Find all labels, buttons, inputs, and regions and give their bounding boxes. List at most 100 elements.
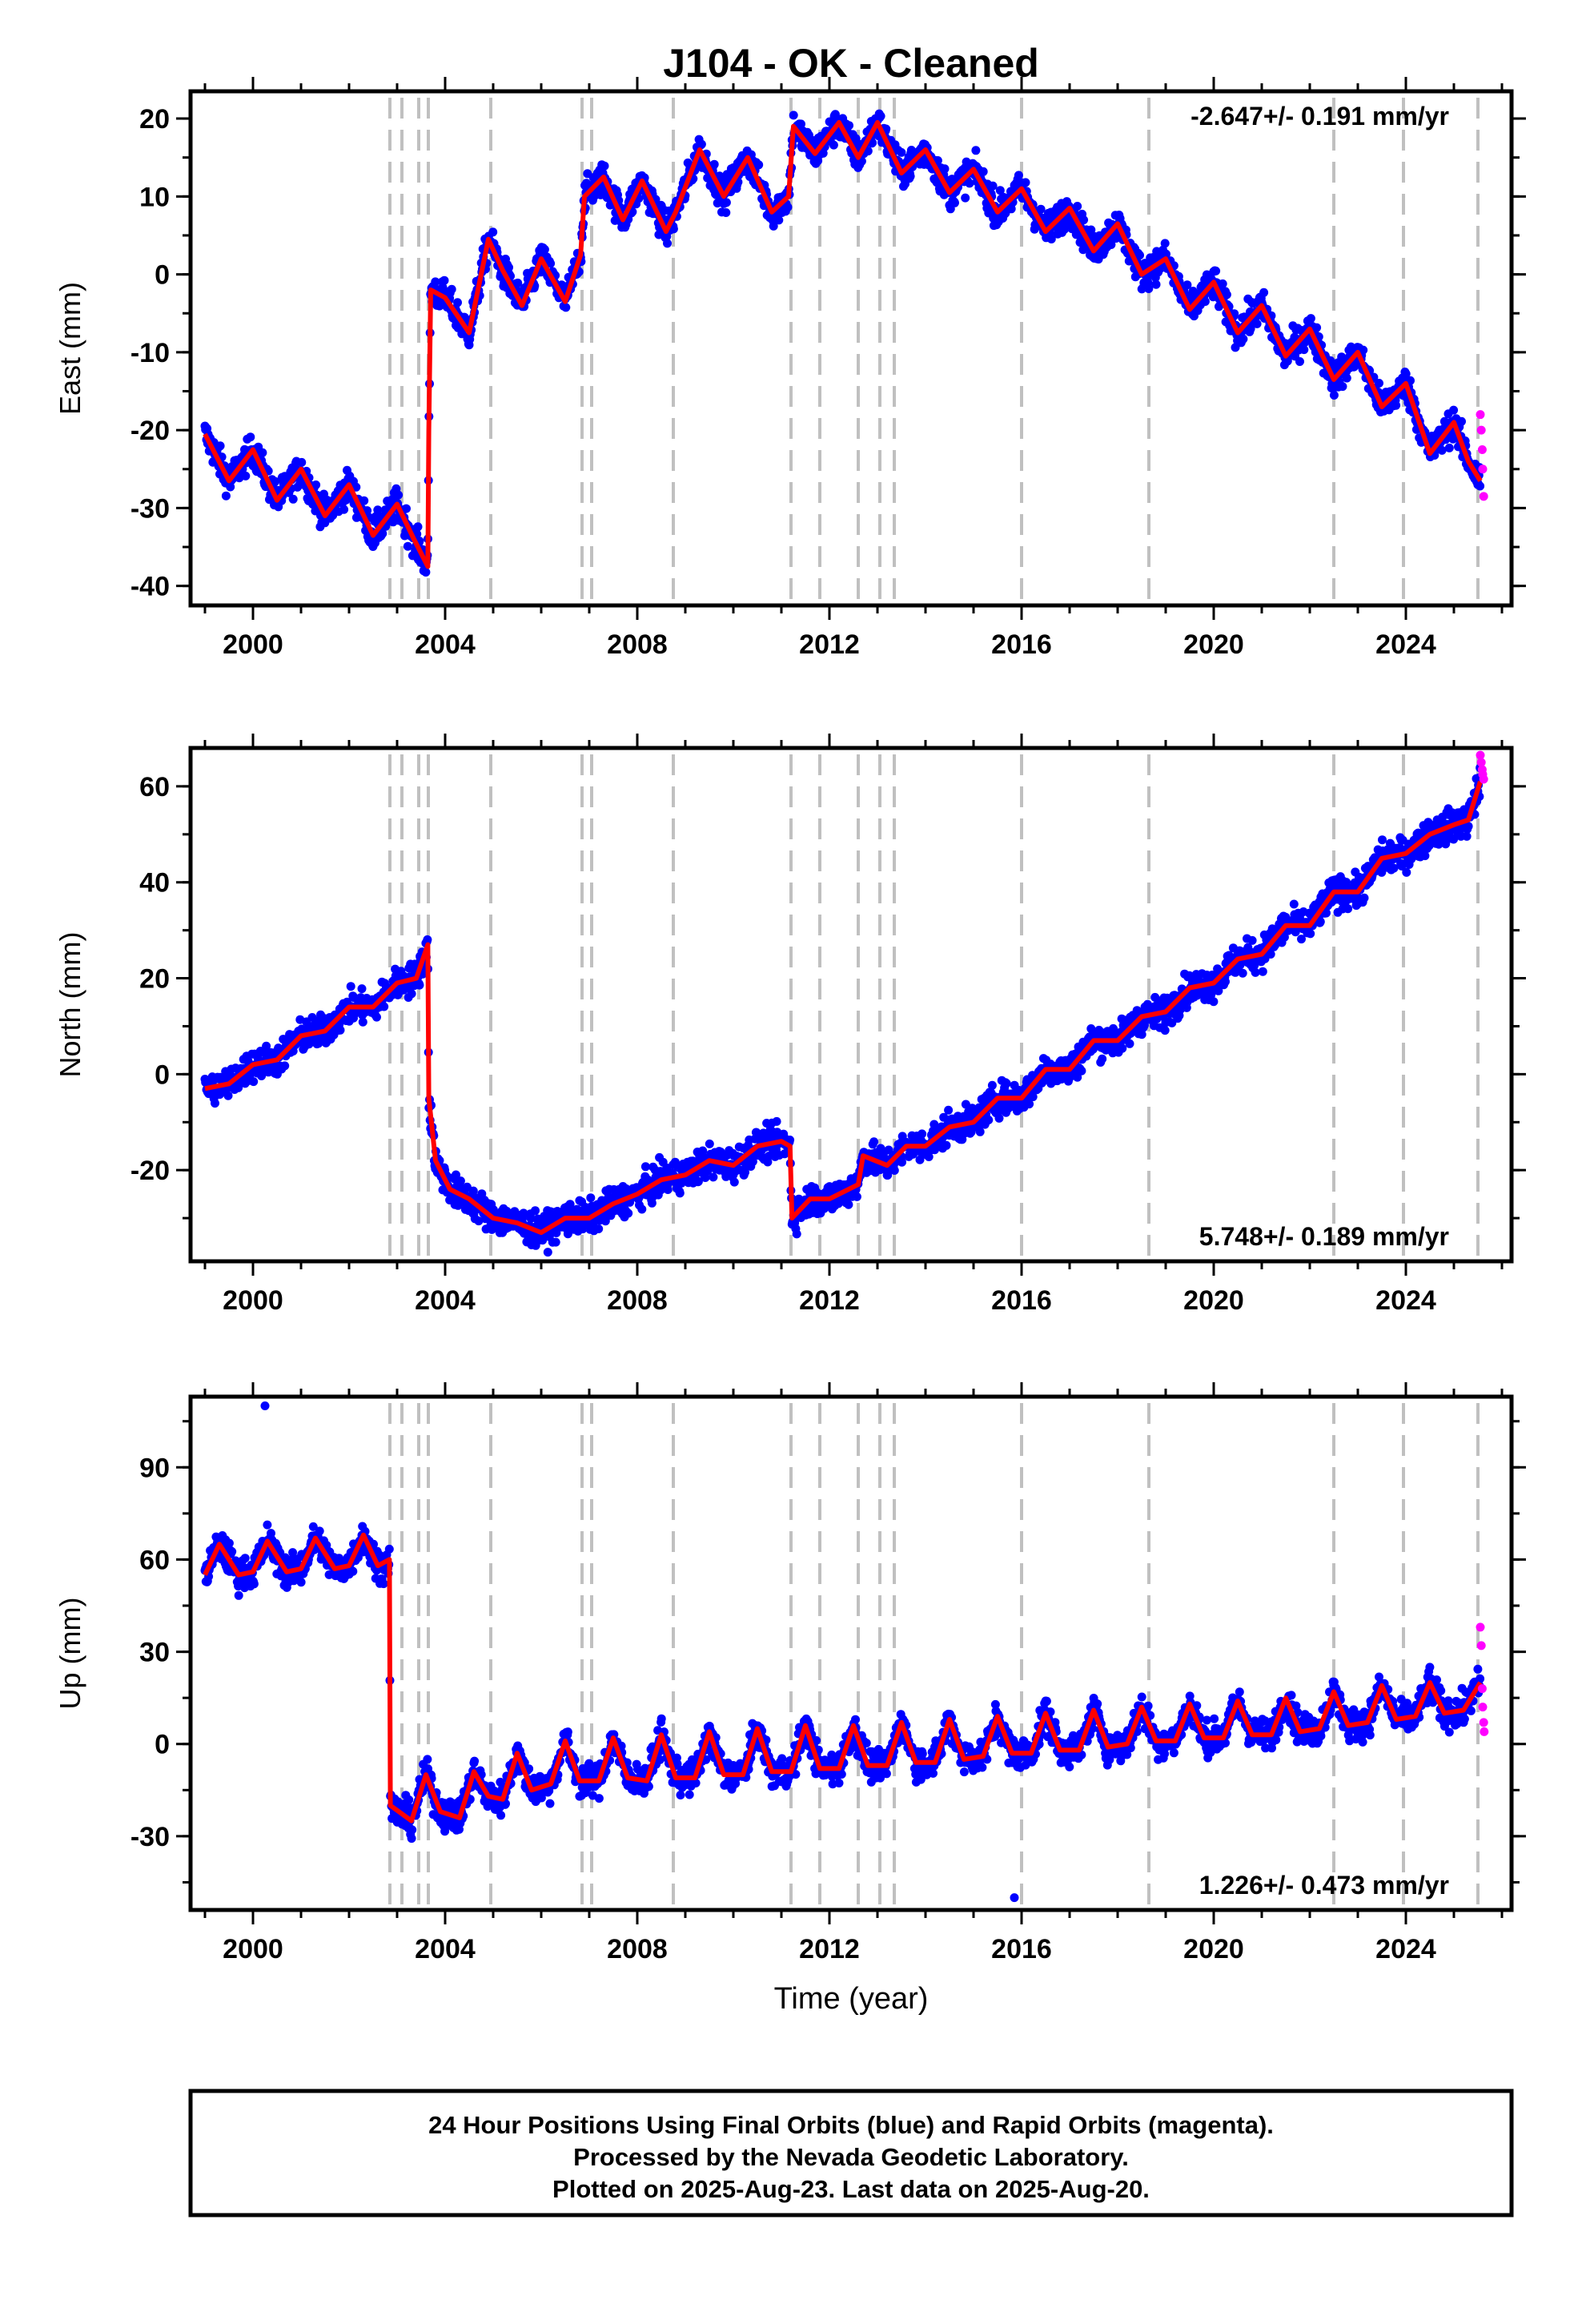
data-point: [1342, 878, 1351, 887]
data-point: [1002, 1079, 1011, 1088]
y-tick-label: 10: [139, 182, 170, 212]
data-point: [950, 198, 959, 207]
data-point: [698, 1146, 708, 1156]
x-tick-label: 2008: [607, 629, 668, 660]
data-point: [1259, 287, 1269, 297]
data-point: [394, 490, 404, 500]
data-point: [774, 215, 784, 225]
data-point: [1025, 1100, 1034, 1109]
data-point: [1306, 314, 1315, 324]
data-point: [1322, 908, 1331, 918]
data-point: [594, 1224, 604, 1233]
data-point: [1297, 935, 1306, 944]
data-point: [513, 278, 523, 287]
data-point: [1401, 369, 1411, 379]
data-point: [447, 284, 456, 294]
data-point: [565, 1200, 575, 1209]
data-point: [797, 119, 805, 129]
data-point: [415, 980, 424, 990]
data-point: [1437, 445, 1447, 455]
data-point: [1378, 835, 1387, 845]
data-point: [1218, 279, 1227, 288]
data-point: [1476, 481, 1485, 491]
data-point: [709, 1172, 718, 1182]
x-tick-label: 2004: [415, 629, 476, 660]
data-point: [1299, 345, 1309, 355]
data-point: [748, 1157, 757, 1166]
data-point: [1295, 357, 1304, 366]
data-point: [995, 186, 1005, 195]
data-point: [358, 1017, 367, 1027]
data-point: [223, 1091, 233, 1100]
data-point: [1306, 929, 1315, 939]
data-point: [1036, 204, 1046, 214]
data-point: [675, 1188, 685, 1198]
figure-title: J104 - OK - Cleaned: [663, 41, 1039, 86]
data-point: [1214, 986, 1223, 995]
data-point: [1252, 319, 1262, 328]
data-point: [637, 1204, 647, 1214]
data-point: [335, 1025, 345, 1035]
data-point: [379, 1002, 389, 1011]
data-point: [1079, 215, 1089, 225]
data-point: [1279, 932, 1289, 942]
data-point: [504, 263, 513, 272]
data-point: [1014, 171, 1023, 180]
data-point: [468, 1186, 478, 1196]
data-point: [942, 1140, 951, 1150]
data-point: [1251, 967, 1260, 977]
data-point: [234, 1083, 243, 1092]
data-point: [586, 1193, 596, 1203]
data-point: [211, 1099, 219, 1108]
data-point: [271, 476, 280, 486]
data-point: [961, 1100, 970, 1109]
data-point: [1135, 251, 1144, 260]
data-point: [1342, 373, 1351, 383]
data-point: [988, 181, 998, 191]
data-point: [1231, 343, 1240, 352]
panel-north: 2000 2004 2008 2012 2016 2020 20246040200-20No…: [54, 734, 1526, 1316]
rapid-orbit-point: [1476, 425, 1486, 435]
data-point: [357, 984, 367, 994]
data-point: [984, 1116, 994, 1124]
data-point: [359, 496, 369, 505]
data-point: [933, 156, 942, 165]
data-point: [474, 1216, 484, 1226]
data-point: [624, 1208, 633, 1218]
data-point: [915, 1155, 925, 1164]
data-point: [526, 1214, 536, 1224]
data-point: [1375, 379, 1383, 388]
data-point: [783, 203, 793, 212]
data-point: [246, 432, 255, 442]
data-point: [1457, 416, 1466, 426]
y-axis-label: East (mm): [54, 282, 86, 415]
data-point: [1021, 178, 1030, 187]
data-point: [600, 161, 609, 171]
data-point: [1239, 334, 1248, 344]
data-point: [462, 1182, 472, 1192]
data-point: [897, 1157, 906, 1167]
data-point: [789, 111, 798, 120]
data-point: [1338, 382, 1347, 392]
data-point: [453, 298, 462, 308]
data-point: [440, 275, 449, 285]
rapid-orbit-point: [1478, 464, 1488, 474]
data-point: [1222, 290, 1231, 300]
data-point: [869, 1137, 879, 1147]
data-point: [1238, 968, 1247, 978]
data-point: [1444, 443, 1454, 452]
data-point: [769, 221, 778, 231]
data-point: [1118, 1043, 1127, 1053]
data-point: [845, 121, 853, 131]
data-point: [311, 480, 321, 489]
y-tick-label: -20: [130, 416, 170, 446]
data-point: [1312, 323, 1322, 332]
model-line: [203, 119, 1483, 569]
data-point: [241, 471, 251, 480]
y-tick-label: 0: [155, 260, 170, 291]
data-point: [543, 1248, 552, 1257]
data-point: [1137, 1030, 1146, 1039]
data-point: [1151, 279, 1161, 289]
data-point: [215, 441, 225, 451]
data-point: [1077, 1066, 1086, 1076]
